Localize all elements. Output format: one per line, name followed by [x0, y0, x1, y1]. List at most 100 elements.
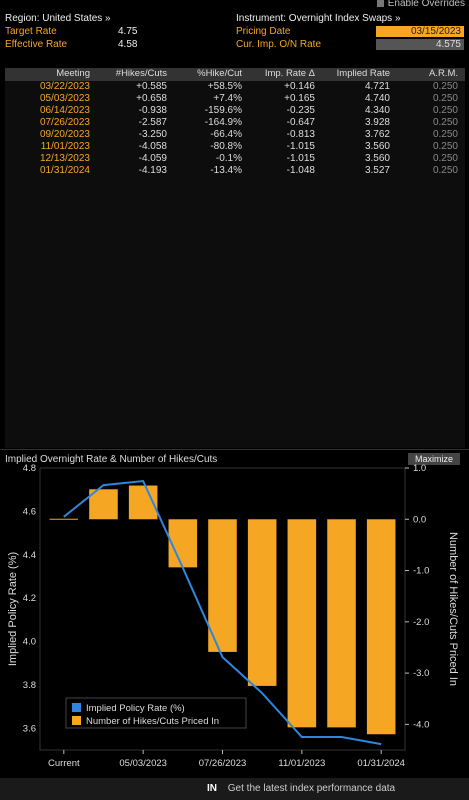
pricing-date-input[interactable]: 03/15/2023 — [376, 26, 464, 37]
left-tick-label: 3.6 — [23, 723, 36, 734]
table-cell: 0.250 — [432, 153, 458, 164]
effective-rate-label: Effective Rate — [5, 39, 68, 50]
col-imp-rate-delta[interactable]: Imp. Rate Δ — [264, 68, 315, 79]
left-tick-label: 4.8 — [23, 463, 36, 474]
cur-imp-rate-label: Cur. Imp. O/N Rate — [236, 39, 322, 50]
table-cell: -0.235 — [286, 105, 315, 116]
table-cell: 0.250 — [432, 129, 458, 140]
rate-chart: 3.6 3.8 4.0 4.2 4.4 4.6 4.8 -4.0 -3.0 -2.0 -1.0 0.0… — [7, 463, 459, 769]
table-cell: -159.6% — [204, 105, 242, 116]
left-tick-label: 4.0 — [23, 637, 36, 648]
table-row[interactable]: 07/26/2023 -2.587 -164.9% -0.647 3.928 0.250 — [5, 117, 465, 129]
table-cell: -4.193 — [138, 165, 167, 176]
table-cell: 3.560 — [364, 153, 390, 164]
legend-line-label: Implied Policy Rate (%) — [86, 703, 185, 714]
bar[interactable] — [366, 519, 396, 735]
table-cell: +0.658 — [136, 93, 167, 104]
col-hikes-cuts[interactable]: #Hikes/Cuts — [115, 68, 167, 79]
col-arm[interactable]: A.R.M. — [428, 68, 458, 79]
table-cell: -0.938 — [138, 105, 167, 116]
right-tick-label: -3.0 — [413, 668, 429, 679]
enable-overrides-toggle[interactable]: Enable Overrides — [376, 0, 465, 9]
checkbox-icon[interactable] — [376, 0, 384, 7]
table-cell: -0.1% — [215, 153, 242, 164]
table-cell: 3.527 — [364, 165, 390, 176]
bar[interactable] — [208, 519, 237, 652]
table-cell: +0.585 — [136, 81, 167, 92]
legend-bar-label: Number of Hikes/Cuts Priced In — [86, 716, 219, 727]
region-selector[interactable]: Region: United States » — [5, 13, 111, 24]
right-tick-label: -2.0 — [413, 617, 429, 628]
table-cell: 06/14/2023 — [39, 105, 90, 116]
table-cell: 0.250 — [432, 141, 458, 152]
table-body: 03/22/2023 +0.585 +58.5% +0.146 4.721 0.250 05… — [5, 81, 465, 177]
table-cell: -1.015 — [286, 153, 315, 164]
table-row[interactable]: 12/13/2023 -4.059 -0.1% -1.015 3.560 0.250 — [5, 153, 465, 165]
bar[interactable] — [287, 519, 317, 728]
table-cell: -4.059 — [138, 153, 167, 164]
x-tick-label: Current — [48, 758, 80, 769]
table-cell: 07/26/2023 — [39, 117, 90, 128]
table-cell: -13.4% — [210, 165, 242, 176]
table-cell: 4.340 — [364, 105, 390, 116]
col-pct-hike-cut[interactable]: %Hike/Cut — [197, 68, 242, 79]
legend — [65, 697, 247, 729]
table-cell: 0.250 — [432, 81, 458, 92]
x-tick-label: 01/31/2024 — [357, 758, 405, 769]
table-row[interactable]: 01/31/2024 -4.193 -13.4% -1.048 3.527 0.250 — [5, 165, 465, 177]
table-cell: -80.8% — [210, 141, 242, 152]
table-cell: +0.146 — [284, 81, 315, 92]
table-row[interactable]: 03/22/2023 +0.585 +58.5% +0.146 4.721 0.250 — [5, 81, 465, 93]
footer-text[interactable]: Get the latest index performance data — [227, 783, 396, 794]
target-rate-label: Target Rate — [5, 26, 57, 37]
right-tick-label: -4.0 — [413, 719, 429, 730]
table-cell: 3.762 — [364, 129, 390, 140]
table-cell: +58.5% — [207, 81, 242, 92]
table-cell: -1.048 — [286, 165, 315, 176]
left-tick-label: 4.2 — [23, 593, 36, 604]
instrument-selector[interactable]: Instrument: Overnight Index Swaps » — [236, 13, 401, 24]
table-cell: -1.015 — [286, 141, 315, 152]
pricing-date-label: Pricing Date — [236, 26, 291, 37]
bar[interactable] — [168, 519, 198, 568]
table-cell: +7.4% — [213, 93, 242, 104]
table-cell: 11/01/2023 — [40, 141, 90, 152]
bar[interactable] — [247, 519, 277, 686]
table-cell: 3.560 — [364, 141, 390, 152]
table-cell: 0.250 — [432, 93, 458, 104]
col-meeting[interactable]: Meeting — [56, 68, 90, 79]
effective-rate-value: 4.58 — [118, 39, 138, 50]
right-tick-label: 0.0 — [413, 514, 426, 525]
left-axis-label: Implied Policy Rate (%) — [7, 552, 19, 666]
table-cell: -0.813 — [286, 129, 315, 140]
table-cell: 4.721 — [364, 81, 390, 92]
footer-tag: IN — [207, 783, 217, 794]
left-tick-label: 4.4 — [23, 550, 36, 561]
bar[interactable] — [89, 489, 118, 520]
table-cell: -3.250 — [138, 129, 167, 140]
table-row[interactable]: 11/01/2023 -4.058 -80.8% -1.015 3.560 0.250 — [5, 141, 465, 153]
table-cell: -0.647 — [286, 117, 315, 128]
implied-rate-line[interactable] — [63, 479, 382, 746]
table-row[interactable]: 06/14/2023 -0.938 -159.6% -0.235 4.340 0.250 — [5, 105, 465, 117]
table-cell: -2.587 — [138, 117, 167, 128]
table-cell: 03/22/2023 — [39, 81, 90, 92]
table-cell: 0.250 — [432, 165, 458, 176]
chart-panel: Implied Overnight Rate & Number of Hikes… — [0, 449, 469, 775]
table-cell: 0.250 — [432, 117, 458, 128]
right-axis-label: Number of Hikes/Cuts Priced In — [447, 532, 459, 686]
table-cell: 01/31/2024 — [39, 165, 90, 176]
table-cell: 12/13/2023 — [39, 153, 90, 164]
legend-line-swatch — [72, 703, 81, 712]
table-row[interactable]: 09/20/2023 -3.250 -66.4% -0.813 3.762 0.250 — [5, 129, 465, 141]
table-row[interactable]: 05/03/2023 +0.658 +7.4% +0.165 4.740 0.250 — [5, 93, 465, 105]
cur-imp-rate-field: 4.575 — [376, 39, 464, 50]
table-cell: -66.4% — [210, 129, 242, 140]
x-tick-label: 11/01/2023 — [278, 758, 325, 769]
top-bar: Enable Overrides — [0, 0, 469, 10]
col-implied-rate[interactable]: Implied Rate — [336, 68, 390, 79]
x-tick-label: 05/03/2023 — [119, 758, 167, 769]
bar[interactable] — [327, 519, 356, 728]
footer-bar[interactable]: IN Get the latest index performance data — [0, 778, 469, 800]
maximize-button[interactable]: Maximize — [408, 453, 460, 465]
